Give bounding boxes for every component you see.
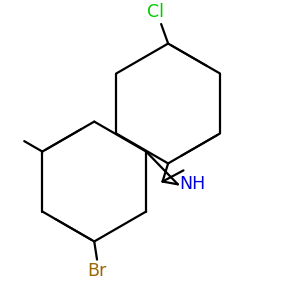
Text: Cl: Cl <box>147 3 164 21</box>
Text: NH: NH <box>179 175 206 193</box>
Text: Br: Br <box>87 262 107 280</box>
